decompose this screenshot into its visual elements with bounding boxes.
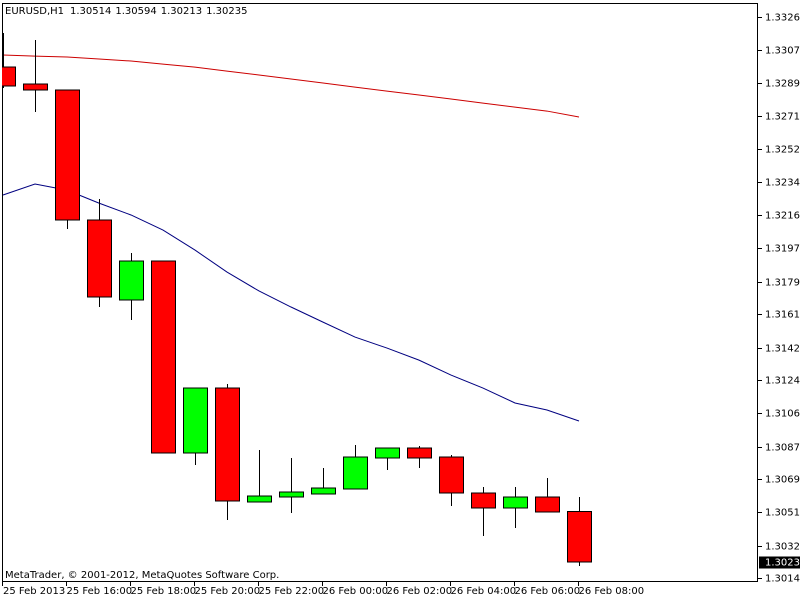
current-price-label: 1.30235	[765, 558, 800, 569]
candle-body	[2, 66, 16, 87]
candle-body	[151, 260, 176, 454]
y-tick-label: 1.33260	[765, 13, 800, 24]
candle-body	[215, 387, 240, 502]
footer: MetaTrader, © 2001-2012, MetaQuotes Soft…	[5, 570, 279, 581]
y-tick-label: 1.31425	[765, 344, 800, 355]
y-tick-label: 1.32160	[765, 211, 800, 222]
x-tick-label: 25 Feb 2013	[3, 586, 65, 597]
candle-body	[23, 83, 48, 91]
candle-body	[119, 260, 144, 301]
x-tick-label: 25 Feb 16:00	[67, 586, 133, 597]
candle-body	[407, 447, 432, 459]
x-tick-label: 25 Feb 18:00	[131, 586, 197, 597]
y-tick-label: 1.31610	[765, 310, 800, 321]
current-price-box	[759, 556, 800, 569]
y-tick-label: 1.30325	[765, 542, 800, 553]
last-close: 1.30235	[206, 6, 247, 17]
x-tick-label: 25 Feb 22:00	[259, 586, 325, 597]
last-high: 1.30594	[115, 6, 156, 17]
candle-body	[567, 511, 592, 563]
candle-body	[279, 491, 304, 498]
y-tick-label: 1.30875	[765, 443, 800, 454]
candle-body	[535, 496, 560, 513]
chart-header: EURUSD,H1 1.30514 1.30594 1.30213 1.30235	[5, 6, 247, 17]
y-tick-label: 1.32525	[765, 145, 800, 156]
candle-body	[439, 456, 464, 494]
candle-body	[375, 447, 400, 459]
last-low: 1.30213	[161, 6, 202, 17]
y-tick-label: 1.30145	[765, 574, 800, 585]
candle-body	[183, 387, 208, 454]
y-tick-label: 1.33075	[765, 46, 800, 57]
candle-body	[55, 89, 80, 221]
candle-body	[471, 492, 496, 509]
candle-body	[87, 219, 112, 298]
y-tick-label: 1.31060	[765, 409, 800, 420]
y-tick-label: 1.31975	[765, 244, 800, 255]
candle-body	[247, 495, 272, 503]
x-tick-label: 25 Feb 20:00	[195, 586, 261, 597]
y-tick-label: 1.32895	[765, 79, 800, 90]
y-tick-label: 1.31245	[765, 376, 800, 387]
x-tick-label: 26 Feb 06:00	[515, 586, 581, 597]
plot-area	[2, 33, 592, 566]
plot-frame	[2, 3, 758, 582]
candle-body	[343, 456, 368, 490]
x-tick-label: 26 Feb 00:00	[323, 586, 389, 597]
candle-body	[503, 496, 528, 509]
x-tick-label: 26 Feb 08:00	[579, 586, 645, 597]
x-tick-label: 26 Feb 04:00	[451, 586, 517, 597]
y-tick-label: 1.30695	[765, 475, 800, 486]
y-tick-label: 1.31790	[765, 278, 800, 289]
symbol: EURUSD,H1	[5, 6, 64, 17]
x-tick-label: 26 Feb 02:00	[387, 586, 453, 597]
moving-average	[2, 54, 580, 118]
last-open: 1.30514	[70, 6, 111, 17]
y-tick-label: 1.32710	[765, 112, 800, 123]
y-tick-label: 1.30510	[765, 508, 800, 519]
y-tick-label: 1.32345	[765, 178, 800, 189]
candle-body	[311, 487, 336, 495]
